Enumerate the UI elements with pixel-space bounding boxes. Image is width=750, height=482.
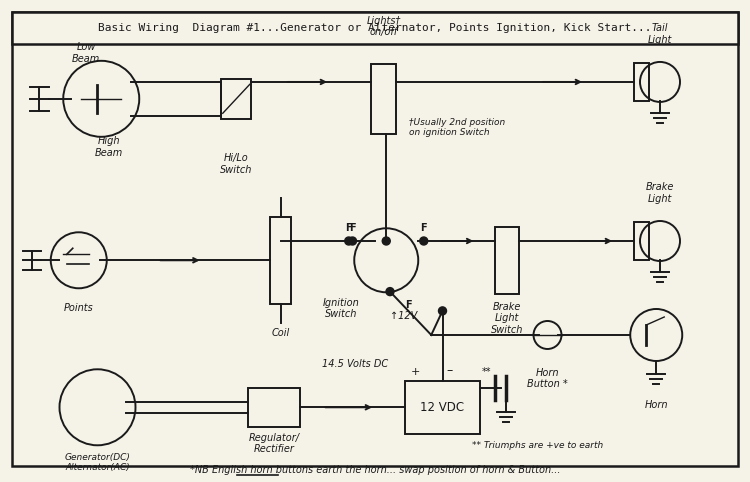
Text: Brake
Light
Switch: Brake Light Switch xyxy=(490,302,524,335)
Text: Lights†
on/off: Lights† on/off xyxy=(367,16,401,37)
Text: 14.5 Volts DC: 14.5 Volts DC xyxy=(322,359,388,369)
Text: Basic Wiring  Diagram #1...Generator or Alternator, Points Ignition, Kick Start.: Basic Wiring Diagram #1...Generator or A… xyxy=(98,23,652,33)
Text: F: F xyxy=(350,223,355,233)
Text: Horn
Button *: Horn Button * xyxy=(527,368,568,389)
Text: –: – xyxy=(446,364,452,377)
Text: Points: Points xyxy=(64,304,94,313)
Text: +: + xyxy=(411,367,421,377)
Text: Tail
Light: Tail Light xyxy=(648,23,672,44)
Circle shape xyxy=(386,288,394,295)
Text: F: F xyxy=(421,223,427,233)
Text: ↑12V: ↑12V xyxy=(390,311,417,321)
Bar xyxy=(634,63,649,101)
Circle shape xyxy=(349,237,356,245)
Text: †Usually 2nd position
on ignition Switch: †Usually 2nd position on ignition Switch xyxy=(409,118,505,137)
Circle shape xyxy=(345,237,352,245)
Bar xyxy=(371,64,396,134)
Text: *NB English horn buttons earth the horn... swap position of horn & Button...: *NB English horn buttons earth the horn.… xyxy=(190,465,560,475)
Text: Coil: Coil xyxy=(272,328,290,337)
Bar xyxy=(405,381,480,434)
Bar xyxy=(221,79,251,119)
Text: Regulator/
Rectifier: Regulator/ Rectifier xyxy=(248,433,299,454)
Bar xyxy=(12,12,738,44)
Text: Brake
Light: Brake Light xyxy=(646,182,674,203)
Text: Ignition
Switch: Ignition Switch xyxy=(322,298,360,319)
Bar xyxy=(634,222,649,260)
Text: F: F xyxy=(346,223,352,233)
Bar xyxy=(270,217,291,304)
Text: Hi/Lo
Switch: Hi/Lo Switch xyxy=(220,153,253,174)
Circle shape xyxy=(439,307,446,315)
Text: Generator(DC)
Alternator(AC): Generator(DC) Alternator(AC) xyxy=(64,453,130,472)
Text: Low
Beam: Low Beam xyxy=(72,42,100,64)
Text: ** Triumphs are +ve to earth: ** Triumphs are +ve to earth xyxy=(472,442,604,450)
Text: F: F xyxy=(405,300,412,310)
Text: **: ** xyxy=(482,367,491,377)
Text: High
Beam: High Beam xyxy=(94,136,123,158)
Circle shape xyxy=(382,237,390,245)
Bar xyxy=(495,227,519,294)
Text: Horn: Horn xyxy=(644,400,668,410)
Text: 12 VDC: 12 VDC xyxy=(421,401,464,414)
Circle shape xyxy=(420,237,428,245)
Bar xyxy=(248,388,300,427)
